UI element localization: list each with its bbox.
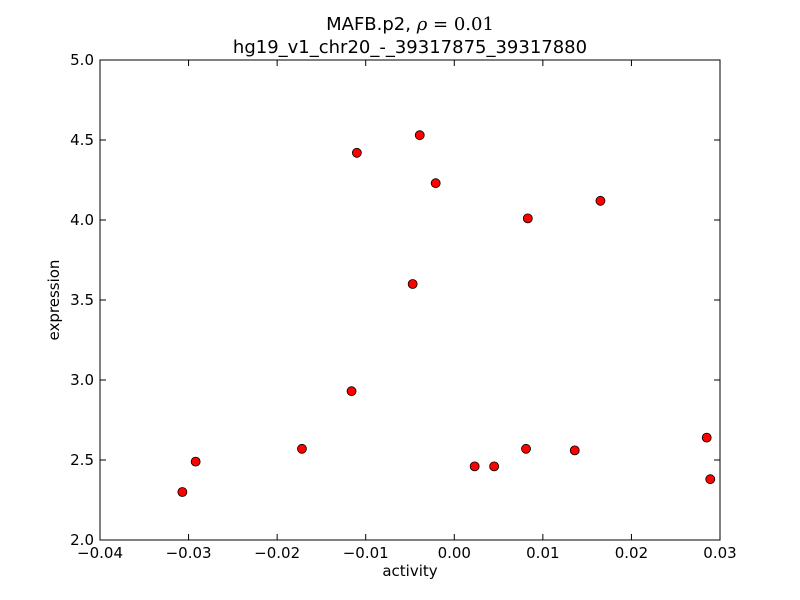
y-tick-label: 4.0 <box>70 211 94 229</box>
data-point <box>190 456 201 467</box>
x-tick-label: −0.03 <box>166 544 212 562</box>
title-equals: = <box>427 14 454 35</box>
y-tick-label: 4.5 <box>70 131 94 149</box>
y-tick-label: 3.0 <box>70 371 94 389</box>
data-point <box>489 461 500 472</box>
y-tick-label: 3.5 <box>70 291 94 309</box>
x-tick-label: −0.01 <box>343 544 389 562</box>
x-tick-label: 0.00 <box>438 544 471 562</box>
x-tick-label: 0.02 <box>615 544 648 562</box>
x-axis-label: activity <box>382 562 437 580</box>
data-point <box>522 213 533 224</box>
x-tick-label: 0.01 <box>526 544 559 562</box>
title-rho-value: 0.01 <box>454 14 494 35</box>
x-tick-label: −0.02 <box>254 544 300 562</box>
x-tick-label: −0.04 <box>77 544 123 562</box>
title-prefix: MAFB.p2, <box>326 14 417 35</box>
data-point <box>346 386 357 397</box>
data-point <box>595 195 606 206</box>
chart-title-line2: hg19_v1_chr20_-_39317875_39317880 <box>233 37 587 58</box>
data-point <box>569 445 580 456</box>
plot-area <box>100 60 720 540</box>
y-tick-label: 2.0 <box>70 531 94 549</box>
data-point <box>407 279 418 289</box>
data-point <box>430 178 441 189</box>
data-point <box>521 443 531 454</box>
y-tick-label: 5.0 <box>70 51 94 69</box>
x-tick-label: 0.03 <box>703 544 736 562</box>
data-point <box>177 487 188 497</box>
data-point <box>351 147 362 158</box>
y-tick-label: 2.5 <box>70 451 94 469</box>
data-point <box>297 443 307 454</box>
title-rho-symbol: ρ <box>416 14 428 35</box>
chart-title-line1: MAFB.p2, ρ = 0.01 <box>326 14 494 35</box>
data-point <box>701 432 712 443</box>
data-point <box>705 474 716 485</box>
data-points-layer <box>177 130 716 497</box>
data-point <box>414 130 425 141</box>
y-axis-label: expression <box>45 260 63 341</box>
ticks-layer: −0.04 −0.03 −0.02 −0.01 0.00 0.01 0.02 0.03 2.0 2… <box>70 51 737 562</box>
data-point <box>469 461 480 472</box>
plot-frame <box>99 59 721 541</box>
